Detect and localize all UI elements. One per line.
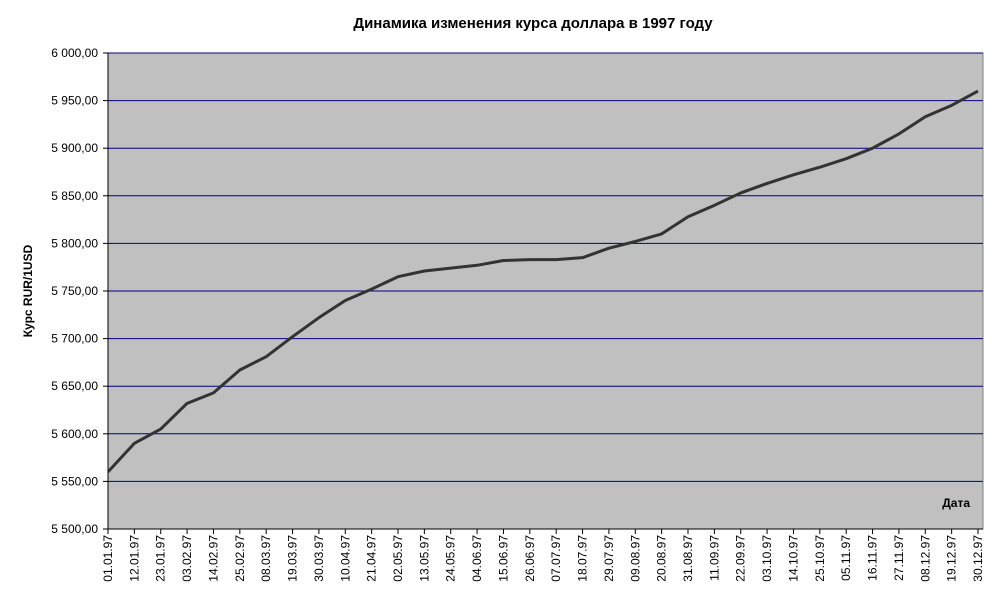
x-tick-label: 25.10.97 <box>813 535 827 582</box>
x-tick-label: 24.05.97 <box>444 535 458 582</box>
x-tick-label: 30.12.97 <box>971 535 985 582</box>
x-tick-label: 29.07.97 <box>602 535 616 582</box>
x-tick-label: 20.08.97 <box>655 535 669 582</box>
x-tick-label: 10.04.97 <box>338 535 352 582</box>
x-tick-label: 11.09.97 <box>707 535 721 581</box>
x-tick-label: 25.02.97 <box>233 535 247 582</box>
y-tick-label: 5 800,00 <box>51 236 98 250</box>
y-tick-label: 5 650,00 <box>51 379 98 393</box>
x-tick-label: 14.10.97 <box>786 535 800 582</box>
x-tick-label: 05.11.97 <box>839 535 853 581</box>
y-tick-label: 5 600,00 <box>51 427 98 441</box>
x-tick-label: 19.12.97 <box>945 535 959 582</box>
y-tick-label: 5 500,00 <box>51 522 98 536</box>
x-tick-label: 01.01.97 <box>101 535 115 582</box>
x-tick-label: 02.05.97 <box>391 535 405 582</box>
x-tick-label: 30.03.97 <box>312 535 326 582</box>
x-tick-label: 08.03.97 <box>259 535 273 582</box>
x-tick-label: 04.06.97 <box>470 535 484 582</box>
x-tick-label: 15.06.97 <box>496 535 510 582</box>
x-tick-label: 22.09.97 <box>734 535 748 582</box>
y-axis-title: Курс RUR/1USD <box>21 244 35 337</box>
x-tick-label: 19.03.97 <box>286 535 300 582</box>
x-tick-label: 21.04.97 <box>365 535 379 582</box>
y-tick-label: 6 000,00 <box>51 46 98 60</box>
x-tick-label: 27.11.97 <box>892 535 906 581</box>
y-tick-label: 5 550,00 <box>51 474 98 488</box>
chart-title: Динамика изменения курса доллара в 1997 … <box>353 15 713 32</box>
x-tick-label: 08.12.97 <box>918 535 932 582</box>
x-tick-label: 03.10.97 <box>760 535 774 582</box>
x-tick-label: 03.02.97 <box>180 535 194 582</box>
x-tick-label: 18.07.97 <box>576 535 590 582</box>
y-tick-label: 5 700,00 <box>51 332 98 346</box>
x-tick-label: 13.05.97 <box>417 535 431 582</box>
y-tick-label: 5 900,00 <box>51 141 98 155</box>
y-tick-label: 5 750,00 <box>51 284 98 298</box>
x-tick-label: 16.11.97 <box>866 535 880 581</box>
y-tick-label: 5 950,00 <box>51 94 98 108</box>
x-tick-label: 12.01.97 <box>127 535 141 582</box>
x-tick-label: 14.02.97 <box>206 535 220 582</box>
x-tick-label: 23.01.97 <box>154 535 168 582</box>
x-tick-label: 09.08.97 <box>628 535 642 582</box>
x-tick-label: 26.06.97 <box>523 535 537 582</box>
y-tick-label: 5 850,00 <box>51 189 98 203</box>
x-tick-label: 07.07.97 <box>549 535 563 582</box>
x-axis-title: Дата <box>942 496 970 510</box>
data-line <box>106 89 979 473</box>
x-tick-label: 31.08.97 <box>681 535 695 582</box>
